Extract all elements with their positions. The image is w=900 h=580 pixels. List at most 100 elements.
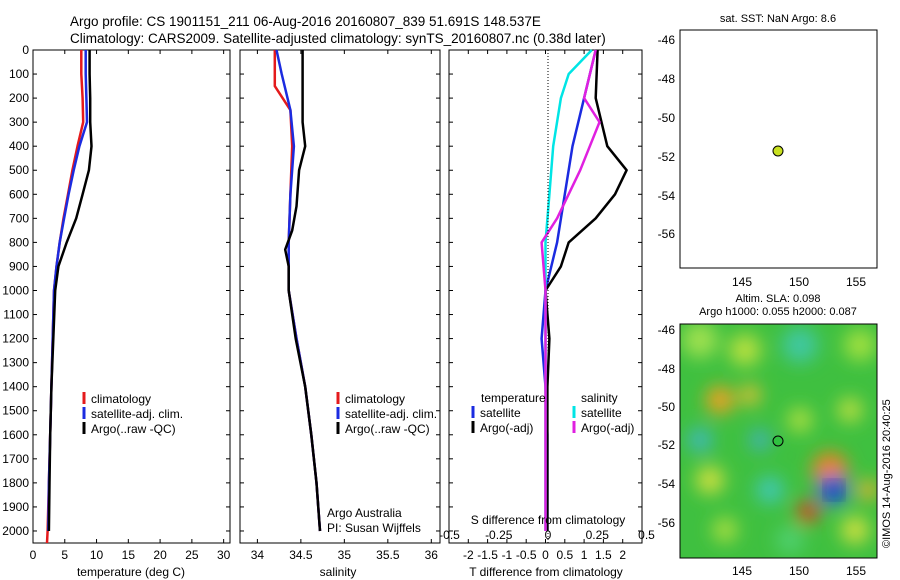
legend-temp-satellite: satellite	[480, 406, 521, 420]
sst-ytick: -52	[658, 150, 676, 164]
sla-x-ticks: 145 150 155	[732, 564, 866, 578]
series-line	[544, 49, 593, 531]
x-tick-label: 25	[185, 548, 199, 562]
imos-stamp: ©IMOS 14-Aug-2016 20:40:25	[881, 399, 893, 548]
depth-tick: 1100	[3, 308, 29, 322]
depth-tick: 1500	[2, 404, 29, 418]
sla-map-axes	[679, 323, 878, 559]
depth-tick: 1200	[2, 332, 29, 346]
legend-satellite-adj: satellite-adj. clim.	[345, 407, 437, 421]
x-tick-label: 20	[153, 548, 167, 562]
x-tick-label: 36	[425, 548, 439, 562]
legend-sal-argo: Argo(-adj)	[581, 421, 634, 435]
sst-ytick: -50	[658, 111, 676, 125]
depth-tick: 600	[9, 187, 29, 201]
sla-ytick: -50	[658, 400, 676, 414]
x-tick-top-label: 0.25	[586, 528, 610, 542]
legend-salinity-title: salinity	[581, 391, 618, 405]
series-line	[544, 49, 628, 531]
x-tick-label: 5	[61, 548, 68, 562]
sla-title1: Altim. SLA: 0.098	[736, 293, 821, 305]
x-tick-label: 0	[542, 548, 549, 562]
header-line2: Climatology: CARS2009. Satellite-adjuste…	[70, 31, 606, 46]
legend-sal-satellite: satellite	[581, 406, 622, 420]
depth-tick: 100	[9, 67, 29, 81]
x-tick-label: 35.5	[376, 548, 400, 562]
x-tick-top-label: 0	[545, 528, 552, 542]
series-line	[540, 49, 601, 531]
depth-tick: 1300	[2, 356, 29, 370]
sst-ytick: -54	[658, 189, 676, 203]
depth-tick: 700	[9, 211, 29, 225]
temperature-chart: 0 5 10 15 20 25 30	[30, 49, 231, 562]
credit-argo-australia: Argo Australia	[327, 506, 402, 520]
legend-satellite-adj: satellite-adj. clim.	[91, 407, 183, 421]
sst-xtick: 155	[846, 275, 866, 289]
x-tick-label: 35	[338, 548, 352, 562]
depth-tick: 1700	[2, 452, 29, 466]
depth-tick: 1800	[2, 476, 29, 490]
sla-ytick: -46	[658, 323, 676, 337]
sla-xtick: 155	[846, 564, 866, 578]
x-tick-label: -1	[502, 548, 513, 562]
series-line	[45, 50, 85, 544]
depth-tick: 300	[9, 115, 29, 129]
x-tick-label: 1.5	[595, 548, 612, 562]
series-line	[47, 50, 93, 532]
temperature-axes	[32, 49, 231, 544]
legend-temp-argo: Argo(-adj)	[480, 421, 533, 435]
x-tick-label: 34	[251, 548, 265, 562]
x-tick-top-label: -0.5	[439, 528, 460, 542]
x-tick-label: -2	[463, 548, 474, 562]
x-tick-label: 34.5	[289, 548, 313, 562]
x-tick-label: 0	[30, 548, 37, 562]
x-tick-top-label: 0.5	[638, 528, 655, 542]
x-tick-label: 2	[619, 548, 626, 562]
depth-tick: 800	[9, 235, 29, 249]
sla-ytick: -48	[658, 362, 676, 376]
credit-pi: PI: Susan Wijffels	[327, 521, 421, 535]
sla-argo-marker	[772, 435, 784, 447]
legend-argo: Argo(..raw -QC)	[91, 422, 176, 436]
x-tick-label: -0.5	[516, 548, 537, 562]
salinity-axes	[239, 49, 441, 544]
sla-heatmap	[680, 324, 877, 558]
legend-climatology: climatology	[91, 392, 151, 406]
depth-tick: 0	[22, 43, 29, 57]
difference-xlabel-top: S difference from climatology	[471, 513, 626, 527]
sla-ytick: -52	[658, 438, 676, 452]
sst-x-ticks: 145 150 155	[732, 275, 866, 289]
legend-argo: Argo(..raw -QC)	[345, 422, 430, 436]
series-line	[540, 49, 597, 531]
x-tick-label: 10	[90, 548, 104, 562]
depth-tick: 500	[9, 163, 29, 177]
series-line	[283, 50, 322, 532]
salinity-legend: climatology satellite-adj. clim. Argo(..…	[336, 392, 437, 436]
x-tick-label: 1	[581, 548, 588, 562]
difference-legend: temperature salinity satellite Argo(-adj…	[471, 391, 634, 435]
sla-xtick: 150	[789, 564, 809, 578]
depth-tick: 400	[9, 139, 29, 153]
salinity-chart: 34 34.5 35 35.5 36	[240, 49, 440, 562]
sst-xtick: 145	[732, 275, 752, 289]
sst-title: sat. SST: NaN Argo: 8.6	[720, 13, 836, 25]
sla-y-ticks: -46 -48 -50 -52 -54 -56	[658, 323, 676, 530]
sla-ytick: -54	[658, 477, 676, 491]
temperature-xlabel: temperature (deg C)	[77, 565, 185, 579]
depth-tick: 200	[9, 91, 29, 105]
sla-ytick: -56	[658, 516, 676, 530]
depth-tick: 1900	[2, 500, 29, 514]
sst-argo-marker	[772, 145, 784, 157]
sla-title2: Argo h1000: 0.055 h2000: 0.087	[699, 306, 857, 318]
sst-ytick: -48	[658, 72, 676, 86]
sst-xtick: 150	[789, 275, 809, 289]
sst-ytick: -56	[658, 227, 676, 241]
x-tick-label: 15	[122, 548, 136, 562]
x-tick-label: -1.5	[477, 548, 498, 562]
difference-chart: -2 -1.5 -1 -0.5 0 0.5 1 1.5 2-0.5 -0.25 0 0.25 0.5	[439, 49, 655, 562]
sst-y-ticks: -46 -48 -50 -52 -54 -56	[658, 33, 676, 241]
difference-xlabel: T difference from climatology	[469, 565, 623, 579]
x-tick-label: 0.5	[556, 548, 573, 562]
depth-tick-labels: 0 100 200 300 400 500 600 700 800 900 1000 1100 1200…	[2, 43, 29, 538]
